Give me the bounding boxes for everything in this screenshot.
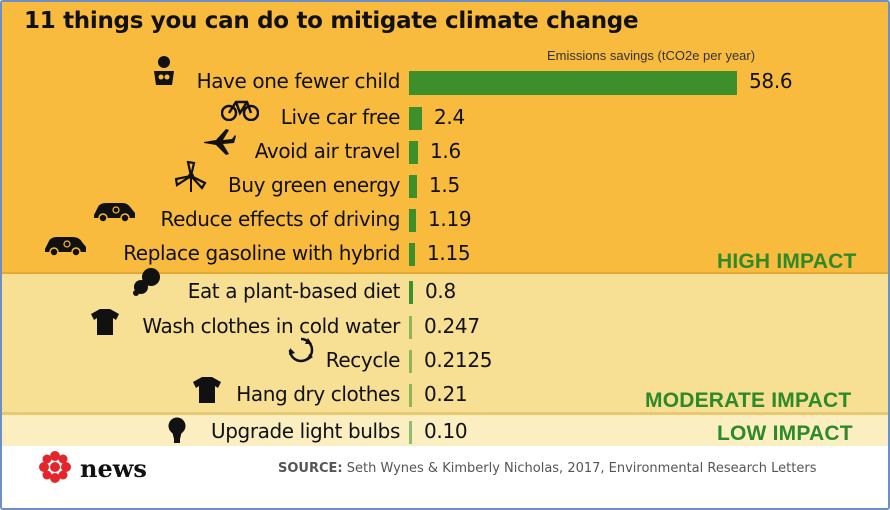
footer — [2, 446, 888, 508]
source-credit: SOURCE: Seth Wynes & Kimberly Nicholas, … — [278, 461, 816, 476]
moderate-impact-band — [2, 274, 888, 412]
value-label: 1.19 — [428, 207, 472, 231]
category-label: Wash clothes in cold water — [142, 314, 400, 338]
high-impact-label: HIGH IMPACT — [717, 250, 857, 273]
value-label: 1.6 — [430, 139, 461, 163]
high-impact-band — [2, 2, 888, 272]
baby-icon — [150, 55, 178, 92]
value-label: 0.8 — [425, 279, 456, 303]
bar — [409, 71, 737, 95]
source-prefix: SOURCE: — [278, 461, 343, 476]
low-impact-label: LOW IMPACT — [717, 422, 853, 445]
category-label: Avoid air travel — [254, 139, 401, 163]
news-logo-text: news — [80, 454, 147, 483]
bicycle-icon — [220, 97, 260, 126]
band-divider — [2, 412, 888, 415]
chart-title: 11 things you can do to mitigate climate… — [24, 8, 639, 34]
category-label: Live car free — [280, 105, 401, 129]
tshirt-icon — [90, 308, 120, 341]
food-icon — [132, 267, 164, 302]
bar — [409, 209, 416, 232]
category-label: Recycle — [325, 348, 401, 372]
category-label: Hang dry clothes — [236, 382, 400, 406]
value-label: 58.6 — [749, 69, 793, 93]
bar — [409, 421, 412, 444]
value-label: 0.10 — [424, 419, 468, 443]
bar — [409, 281, 413, 304]
category-label: Reduce effects of driving — [160, 207, 400, 231]
bar — [409, 243, 415, 266]
value-label: 0.247 — [424, 314, 480, 338]
category-label: Upgrade light bulbs — [211, 419, 400, 443]
bar — [409, 350, 412, 373]
bar — [409, 384, 412, 407]
recycle-icon — [287, 336, 315, 369]
value-label: 1.5 — [429, 173, 460, 197]
cbc-logo-icon — [39, 451, 71, 483]
car-icon — [92, 201, 136, 228]
legend-label: Emissions savings (tCO2e per year) — [547, 48, 756, 63]
value-label: 2.4 — [434, 105, 465, 129]
tshirt-icon — [192, 376, 222, 409]
category-label: Eat a plant-based diet — [187, 279, 401, 303]
bar — [409, 141, 418, 164]
value-label: 0.2125 — [424, 348, 493, 372]
band-divider — [2, 272, 888, 274]
bar — [409, 316, 412, 339]
car-icon — [43, 235, 87, 262]
category-label: Replace gasoline with hybrid — [123, 241, 400, 265]
value-label: 1.15 — [427, 241, 471, 265]
lightbulb-icon — [167, 417, 187, 450]
airplane-icon — [202, 127, 236, 162]
bar — [409, 107, 422, 130]
wind-turbine-icon — [174, 160, 207, 198]
source-text: Seth Wynes & Kimberly Nicholas, 2017, En… — [342, 461, 817, 476]
value-label: 0.21 — [424, 382, 468, 406]
low-impact-band — [2, 415, 888, 446]
category-label: Buy green energy — [228, 173, 400, 197]
bar — [409, 175, 417, 198]
moderate-impact-label: MODERATE IMPACT — [645, 389, 852, 412]
category-label: Have one fewer child — [196, 69, 401, 93]
